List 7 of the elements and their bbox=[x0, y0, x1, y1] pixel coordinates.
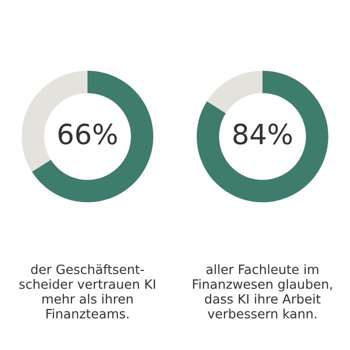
text: aller Fachleute im Finanzwesen glauben, dass KI ihre Arbeit verbessern kann. bbox=[193, 264, 332, 319]
donut-slice bbox=[206, 70, 262, 114]
data-label: 84% bbox=[234, 124, 292, 145]
text: der Geschäftsent- scheider vertrauen KI mehr als ihren Finanzteams. bbox=[19, 264, 156, 319]
donut-slice bbox=[32, 70, 154, 202]
donut-slice bbox=[196, 70, 328, 202]
data-label: 66% bbox=[58, 124, 117, 145]
